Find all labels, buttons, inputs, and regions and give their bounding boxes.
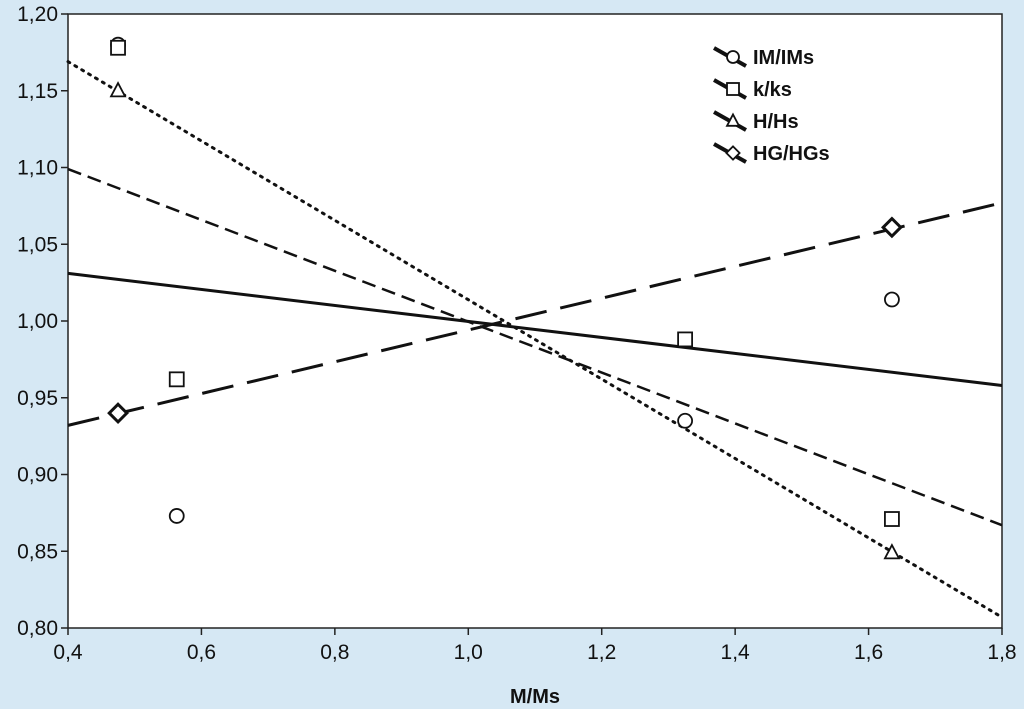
legend-swatch-marker-hg-hgs <box>725 145 741 161</box>
axes-ticks: 0,4 0,6 0,8 1,0 1,2 1,4 1,6 1,8 0,80 0,85 0,90 0,95… <box>17 3 1016 664</box>
y-tick-label: 0,80 <box>17 617 58 640</box>
legend-swatch-marker-k-ks <box>726 82 740 96</box>
triangle-point-h-hs-1 <box>883 543 901 560</box>
y-tick-label: 0,90 <box>17 464 58 487</box>
legend: IM/IMs k/ks H/Hs HG/HGs <box>713 46 830 165</box>
legend-label-hg-hgs: HG/HGs <box>753 143 830 165</box>
fit-line-h-hs <box>66 60 1004 619</box>
x-axis-title: M/Ms <box>510 686 560 708</box>
x-tick-label: 0,8 <box>320 641 349 664</box>
circle-point-im-ims-1 <box>168 508 185 524</box>
diamond-point-hg-hgs-1 <box>881 216 903 239</box>
x-tick-label: 0,4 <box>53 641 83 664</box>
fit-lines <box>66 60 1004 619</box>
plot-area <box>67 13 1003 629</box>
square-point-k-ks-0 <box>110 39 126 56</box>
circle-point-im-ims-3 <box>884 291 900 308</box>
fit-line-k-ks <box>67 167 1003 527</box>
square-point-k-ks-3 <box>884 511 900 527</box>
legend-swatch-marker-h-hs <box>725 112 741 127</box>
triangle-point-h-hs-0 <box>109 81 127 98</box>
y-tick-label: 1,20 <box>17 3 58 26</box>
legend-label-h-hs: H/Hs <box>753 111 799 133</box>
x-tick-label: 0,6 <box>187 641 216 664</box>
fit-line-im-ims <box>67 271 1003 387</box>
legend-label-im-ims: IM/IMs <box>753 47 814 69</box>
square-point-k-ks-2 <box>677 331 694 348</box>
square-point-k-ks-1 <box>168 371 185 388</box>
y-tick-label: 1,00 <box>17 310 58 333</box>
x-tick-label: 1,4 <box>721 641 751 664</box>
y-tick-label: 1,05 <box>17 233 58 256</box>
x-tick-label: 1,8 <box>987 641 1016 664</box>
y-tick-label: 0,95 <box>17 387 58 410</box>
y-tick-label: 0,85 <box>17 540 58 563</box>
y-tick-label: 1,10 <box>17 157 58 180</box>
x-tick-label: 1,0 <box>454 641 483 664</box>
legend-label-k-ks: k/ks <box>753 79 792 101</box>
data-markers <box>107 36 903 560</box>
diamond-point-hg-hgs-0 <box>107 402 129 425</box>
x-tick-label: 1,6 <box>854 641 883 664</box>
x-tick-label: 1,2 <box>587 641 616 664</box>
circle-point-im-ims-2 <box>677 412 694 429</box>
fit-line-hg-hgs <box>67 201 1003 427</box>
legend-swatch-marker-im-ims <box>726 50 740 64</box>
y-tick-label: 1,15 <box>17 80 58 103</box>
